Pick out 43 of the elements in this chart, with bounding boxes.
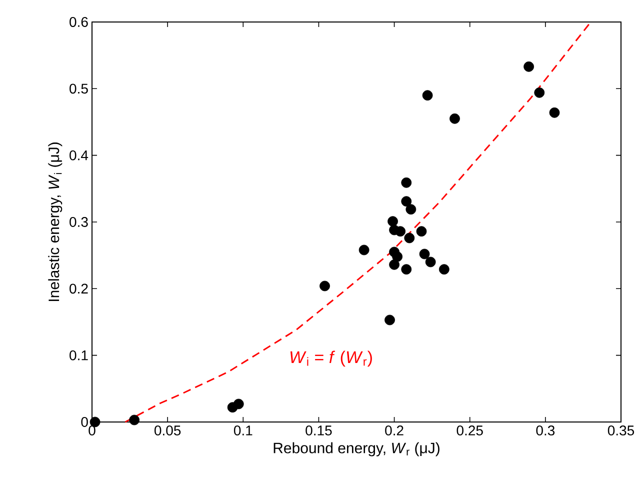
y-tick-label: 0.2 xyxy=(70,284,88,294)
x-tick-label: 0 xyxy=(88,426,96,436)
point xyxy=(358,244,370,256)
y-tick-label: 0 xyxy=(81,417,88,427)
point xyxy=(395,226,406,237)
y-tick-label: 0.5 xyxy=(70,84,88,94)
y-tick-label: 0.1 xyxy=(70,350,88,360)
point xyxy=(388,216,398,227)
point xyxy=(450,113,460,124)
point xyxy=(524,61,534,72)
y-tick-label: 0.6 xyxy=(70,17,88,27)
x-tick-label: 0.05 xyxy=(154,426,181,436)
point xyxy=(90,416,100,428)
y-axis-title: Inelastic energy, W$_{i}$ (μJ) xyxy=(48,142,62,301)
point xyxy=(320,280,330,292)
x-tick-label: 0.1 xyxy=(234,426,252,436)
line-series xyxy=(124,21,592,423)
point xyxy=(401,196,412,207)
annotation: W$_{i}$ = f (W$_{r}$) xyxy=(290,350,372,367)
point xyxy=(392,251,403,262)
point xyxy=(389,259,400,270)
point xyxy=(422,90,433,101)
point xyxy=(404,232,415,244)
x-tick-label: 0.15 xyxy=(306,426,332,436)
point xyxy=(401,177,412,188)
point xyxy=(384,314,395,326)
point xyxy=(233,398,244,410)
point xyxy=(549,107,560,118)
point xyxy=(419,248,430,260)
x-tick-label: 0.3 xyxy=(536,426,555,436)
x-tick-label: 0.25 xyxy=(456,426,483,436)
point xyxy=(425,256,436,268)
x-tick-label: 0.2 xyxy=(385,426,404,436)
point xyxy=(416,226,427,237)
point xyxy=(401,264,412,275)
point xyxy=(534,87,545,98)
y-tick-label: 0.4 xyxy=(70,150,88,160)
x-axis-title: Rebound energy, W$_{r}$ (μJ) xyxy=(274,442,440,456)
point xyxy=(406,204,416,215)
point xyxy=(129,414,140,426)
y-tick-label: 0.3 xyxy=(70,217,88,227)
point xyxy=(438,264,450,275)
x-tick-label: 0.35 xyxy=(608,426,634,436)
